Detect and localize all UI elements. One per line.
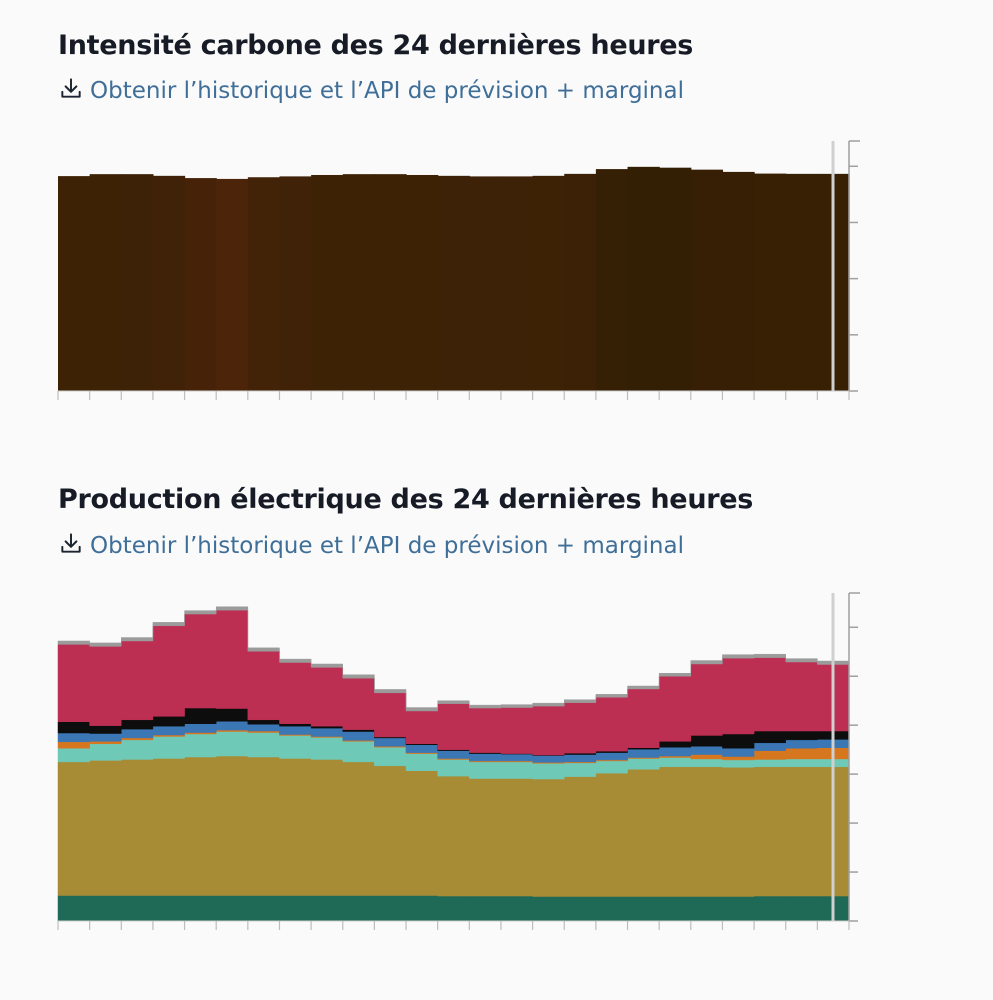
carbon-bar (58, 176, 91, 391)
carbon-bar (437, 175, 470, 391)
carbon-chart-title: Intensité carbone des 24 dernières heure… (58, 30, 694, 61)
carbon-bar (279, 176, 312, 391)
production-series-area-1 (57, 755, 850, 897)
carbon-bar (785, 173, 818, 391)
carbon-bar (722, 171, 755, 391)
carbon-bar (121, 174, 154, 391)
carbon-bar (500, 176, 534, 391)
carbon-bar (311, 174, 344, 391)
carbon-bar (532, 175, 565, 391)
carbon-bar (627, 166, 660, 391)
download-icon (58, 530, 84, 562)
carbon-bar (690, 169, 724, 391)
carbon-bar (152, 175, 186, 391)
carbon-bar (595, 169, 629, 391)
carbon-bar (184, 178, 217, 391)
carbon-bar (89, 174, 122, 391)
carbon-intensity-chart[interactable] (0, 0, 993, 450)
production-series-area-0 (57, 895, 850, 922)
download-icon (58, 75, 84, 107)
carbon-bar (374, 174, 407, 391)
production-download-label: Obtenir l’historique et l’API de prévisi… (90, 533, 684, 559)
carbon-intensity-panel: Intensité carbone des 24 dernières heure… (0, 0, 993, 450)
carbon-download-link[interactable]: Obtenir l’historique et l’API de prévisi… (58, 75, 684, 107)
production-download-link[interactable]: Obtenir l’historique et l’API de prévisi… (58, 530, 684, 562)
carbon-bar (247, 177, 281, 391)
carbon-bar (564, 173, 597, 391)
carbon-bar (342, 174, 375, 391)
carbon-bar (406, 174, 439, 391)
carbon-bar (754, 173, 787, 391)
carbon-bar (659, 167, 692, 391)
carbon-bar (216, 178, 249, 391)
carbon-bar (469, 176, 502, 391)
carbon-download-label: Obtenir l’historique et l’API de prévisi… (90, 78, 684, 104)
